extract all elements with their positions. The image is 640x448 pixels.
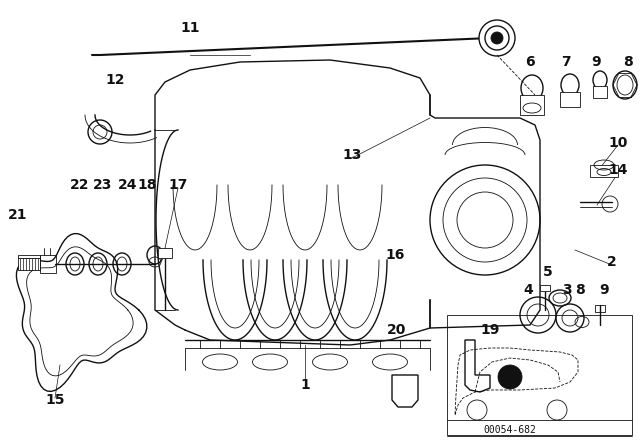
Circle shape xyxy=(498,365,522,389)
Bar xyxy=(593,86,607,98)
Circle shape xyxy=(485,26,509,50)
Bar xyxy=(540,285,550,291)
Bar xyxy=(560,92,580,107)
Bar xyxy=(595,305,605,312)
Text: 23: 23 xyxy=(93,178,113,192)
Text: 15: 15 xyxy=(45,393,65,407)
Text: 22: 22 xyxy=(70,178,90,192)
Text: 10: 10 xyxy=(608,136,628,150)
Bar xyxy=(520,95,544,115)
Bar xyxy=(18,258,40,270)
Bar xyxy=(447,315,632,435)
Text: 9: 9 xyxy=(599,283,609,297)
Text: 6: 6 xyxy=(525,55,535,69)
Text: 9: 9 xyxy=(591,55,601,69)
Circle shape xyxy=(491,32,503,44)
Text: 16: 16 xyxy=(385,248,404,262)
Text: 7: 7 xyxy=(561,55,571,69)
Text: 21: 21 xyxy=(8,208,28,222)
Text: 20: 20 xyxy=(387,323,406,337)
Text: 12: 12 xyxy=(105,73,125,87)
Text: 8: 8 xyxy=(575,283,585,297)
Text: 17: 17 xyxy=(168,178,188,192)
Text: 1: 1 xyxy=(300,378,310,392)
Text: 18: 18 xyxy=(137,178,157,192)
Text: 3: 3 xyxy=(562,283,572,297)
Polygon shape xyxy=(18,255,40,258)
Bar xyxy=(590,165,618,177)
Text: 5: 5 xyxy=(543,265,553,279)
Bar xyxy=(158,248,172,258)
Text: 14: 14 xyxy=(608,163,628,177)
Text: 2: 2 xyxy=(607,255,617,269)
Circle shape xyxy=(547,400,567,420)
Text: 00054-682: 00054-682 xyxy=(484,425,536,435)
Bar xyxy=(40,255,56,273)
Circle shape xyxy=(467,400,487,420)
Text: 24: 24 xyxy=(118,178,138,192)
Text: 19: 19 xyxy=(480,323,500,337)
Text: 13: 13 xyxy=(342,148,362,162)
Text: 8: 8 xyxy=(623,55,633,69)
Text: 11: 11 xyxy=(180,21,200,35)
Text: 4: 4 xyxy=(523,283,533,297)
Circle shape xyxy=(479,20,515,56)
